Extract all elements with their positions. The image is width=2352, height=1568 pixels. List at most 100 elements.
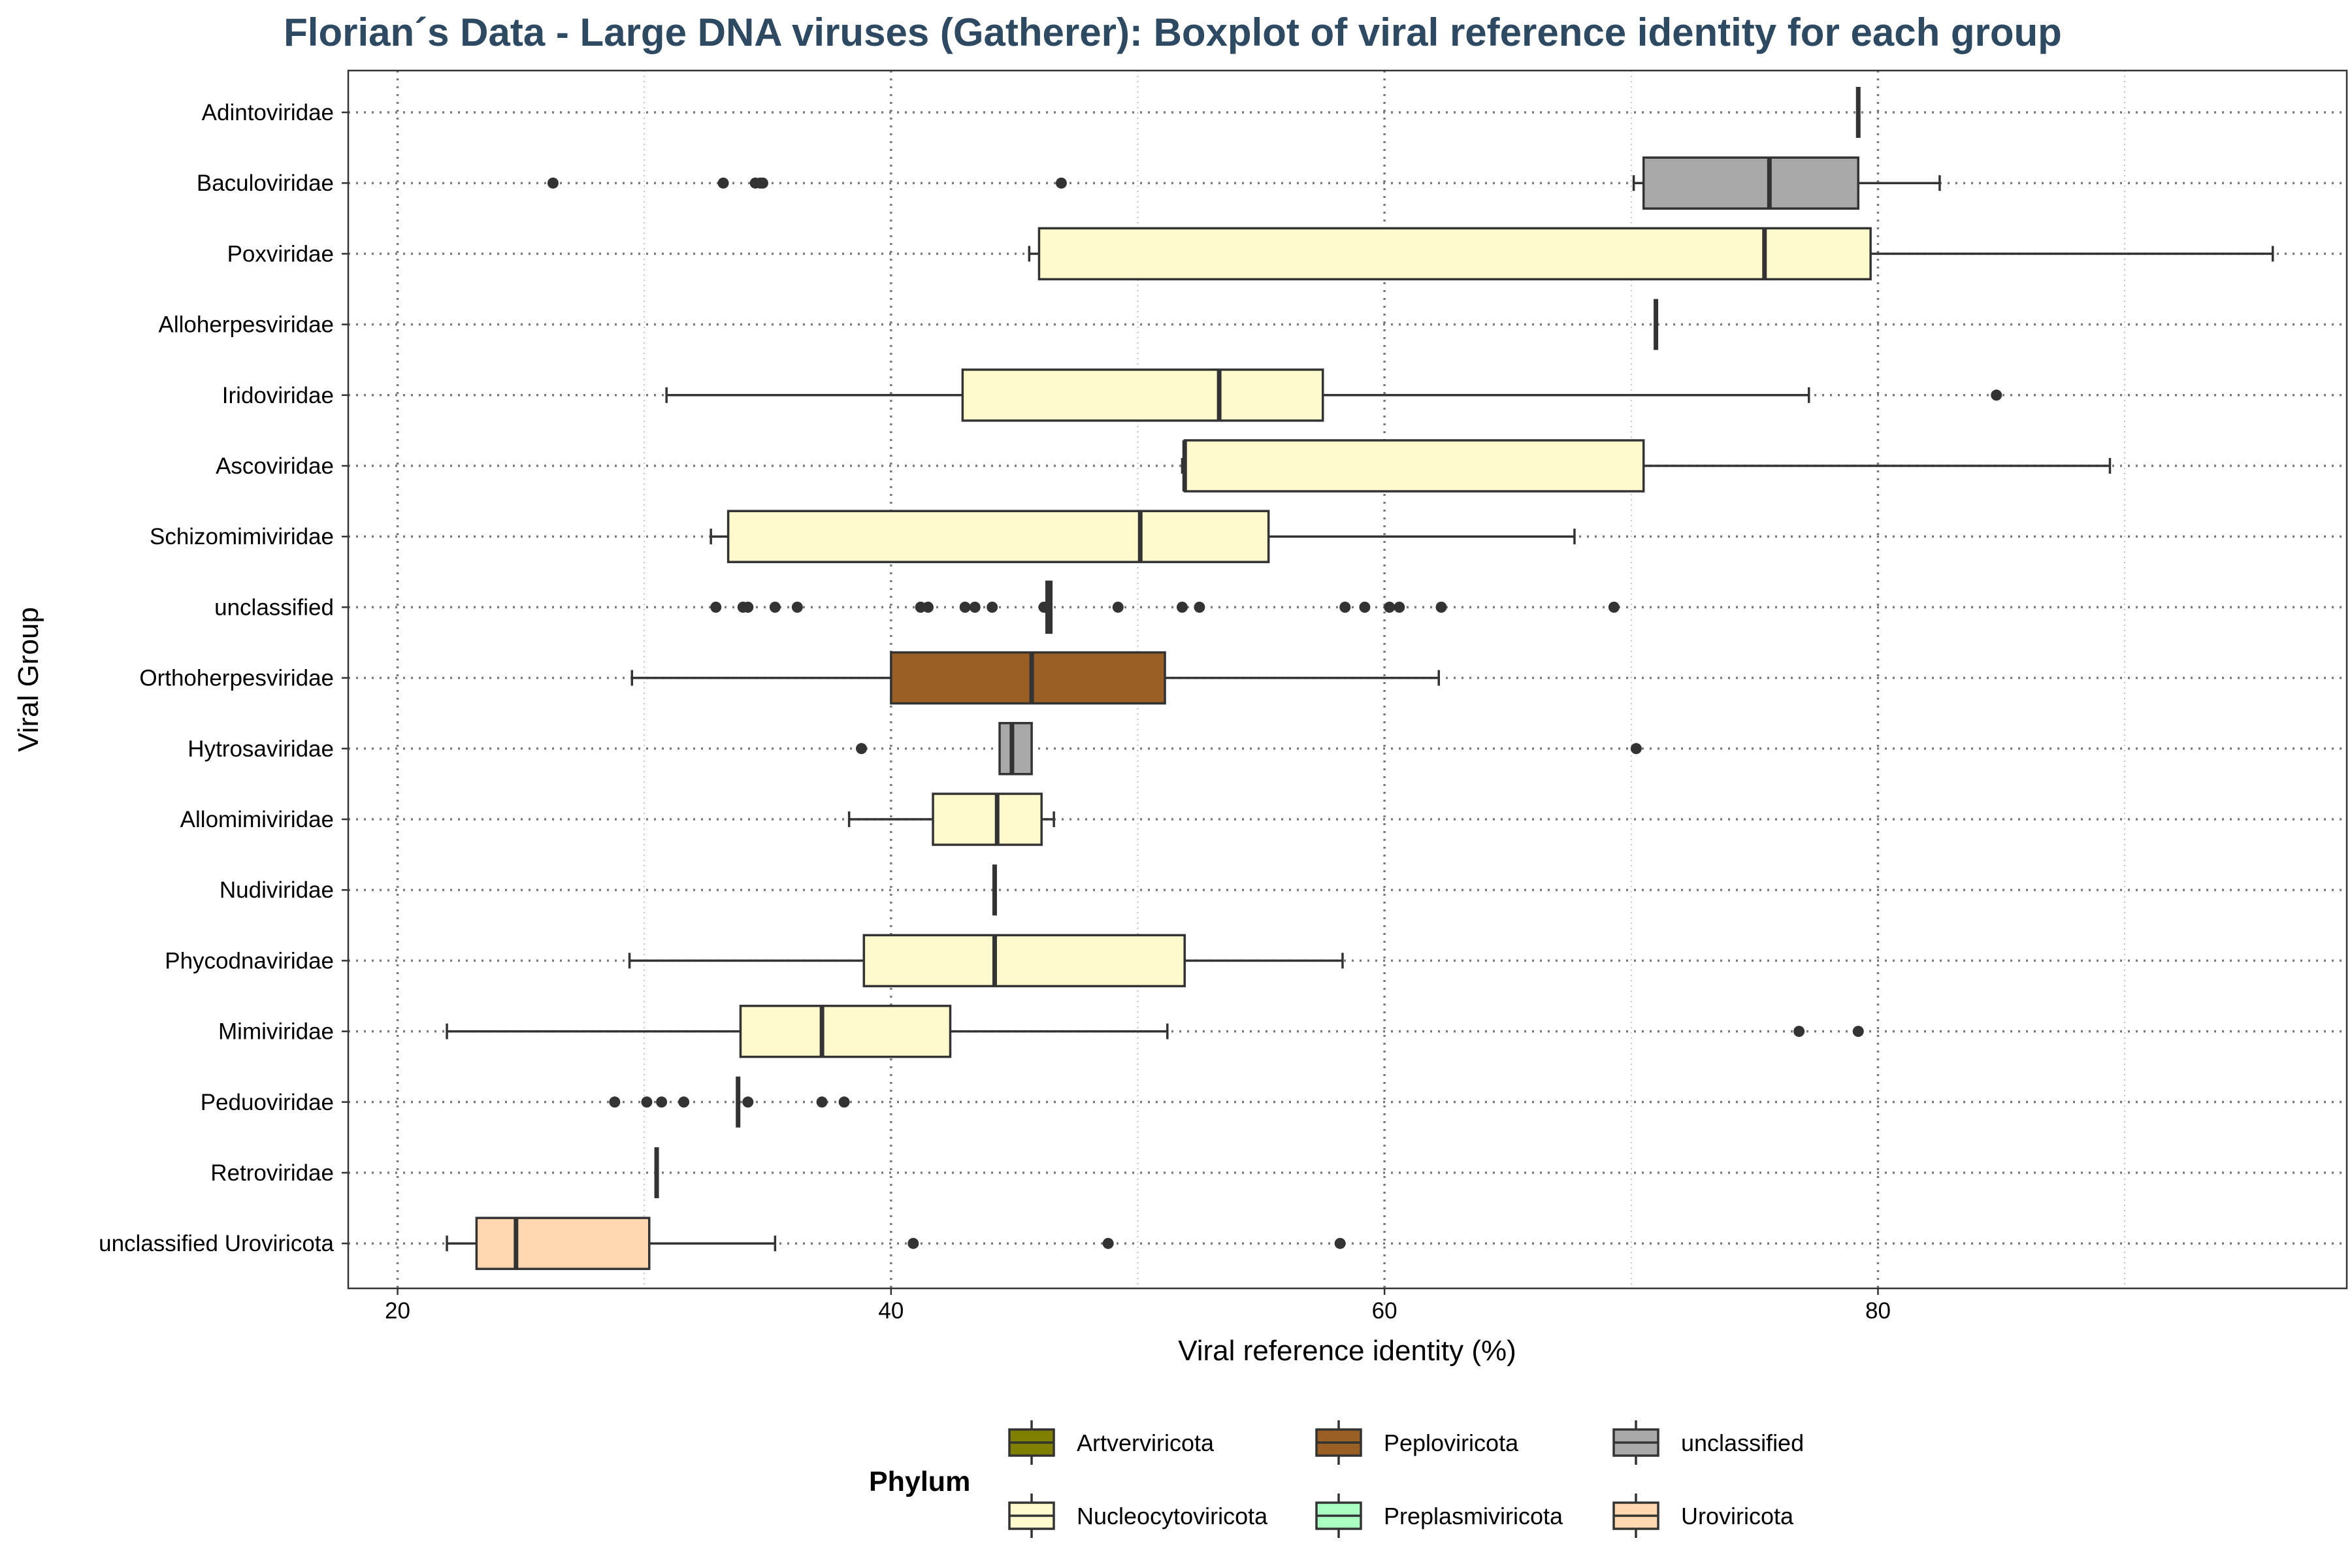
iqr-box: [961, 368, 1324, 422]
y-tick-label: Nudiviridae: [220, 877, 334, 903]
y-tick-label: unclassified: [214, 595, 334, 620]
legend-key: [1008, 1494, 1055, 1538]
box-group: [856, 722, 1642, 776]
outlier-point: [547, 177, 559, 189]
outlier-point: [1176, 601, 1188, 613]
outlier-point: [609, 1096, 621, 1108]
outlier-point: [742, 601, 754, 613]
outlier-point: [1359, 601, 1371, 613]
legend-label: Uroviricota: [1681, 1503, 1794, 1529]
outlier-point: [757, 177, 768, 189]
iqr-box: [998, 722, 1033, 776]
y-tick-label: Mimiviridae: [218, 1019, 334, 1045]
iqr-box: [1037, 227, 1872, 281]
y-tick-label: Peduoviridae: [201, 1090, 334, 1115]
iqr-box: [932, 792, 1043, 846]
x-axis-title: Viral reference identity (%): [1178, 1335, 1516, 1367]
iqr-box: [1642, 156, 1859, 210]
outlier-point: [710, 601, 722, 613]
outlier-point: [987, 601, 998, 613]
outlier-point: [1991, 389, 2002, 401]
y-tick-label: Hytrosaviridae: [188, 736, 334, 762]
iqr-box: [862, 934, 1186, 988]
legend-key: [1008, 1420, 1055, 1465]
outlier-point: [1339, 601, 1351, 613]
outlier-point: [641, 1096, 653, 1108]
outlier-point: [1852, 1026, 1864, 1037]
y-tick-label: Ascoviridae: [216, 453, 334, 479]
outlier-point: [717, 177, 729, 189]
y-tick-label: Phycodnaviridae: [165, 948, 334, 973]
legend-key: [1315, 1420, 1362, 1465]
legend-key: [1612, 1494, 1659, 1538]
outlier-point: [1608, 601, 1620, 613]
box-group: [630, 651, 1440, 705]
outlier-point: [959, 601, 971, 613]
iqr-box: [890, 651, 1166, 705]
outlier-point: [1630, 743, 1642, 755]
legend-label: Artverviricota: [1077, 1429, 1215, 1456]
legend-label: Preplasmiviricota: [1384, 1503, 1563, 1529]
chart-title: Florian´s Data - Large DNA viruses (Gath…: [284, 10, 2062, 54]
box-group: [1028, 227, 2274, 281]
outlier-point: [678, 1096, 690, 1108]
y-tick-label: Iridoviridae: [222, 383, 334, 408]
legend: Phylum Artverviricota Peploviricota unclas…: [869, 1420, 1804, 1538]
outlier-point: [816, 1096, 828, 1108]
y-tick-label: Schizomimiviridae: [150, 524, 334, 549]
outlier-point: [1334, 1237, 1346, 1249]
outlier-point: [1194, 601, 1205, 613]
legend-label: Peploviricota: [1384, 1429, 1519, 1456]
outlier-point: [969, 601, 981, 613]
box-group: [1181, 439, 2112, 493]
outlier-point: [907, 1237, 919, 1249]
y-tick-label: Alloherpesviridae: [159, 312, 334, 338]
legend-label: unclassified: [1681, 1429, 1804, 1456]
box-group: [609, 1076, 850, 1128]
outlier-point: [1793, 1026, 1805, 1037]
axis-layer: Adintoviridae Baculoviridae Poxviridae Allo…: [99, 100, 1891, 1324]
box-group: [665, 368, 2002, 422]
x-tick-label: 40: [878, 1298, 904, 1324]
outlier-point: [856, 743, 868, 755]
box-group: [446, 1004, 1864, 1058]
outlier-point: [769, 601, 781, 613]
box-group: [446, 1217, 1346, 1270]
box-group: [710, 510, 1576, 563]
y-tick-label: Adintoviridae: [202, 100, 334, 125]
outlier-point: [742, 1096, 754, 1108]
iqr-box: [1183, 439, 1645, 493]
outlier-point: [1435, 601, 1447, 613]
legend-key: [1612, 1420, 1659, 1465]
iqr-box: [475, 1217, 651, 1270]
y-tick-label: Poxviridae: [227, 241, 334, 267]
outlier-point: [1055, 177, 1067, 189]
y-tick-label: Orthoherpesviridae: [139, 666, 334, 691]
iqr-box: [739, 1004, 952, 1058]
outlier-point: [791, 601, 803, 613]
outlier-point: [1038, 601, 1050, 613]
y-tick-label: Baculoviridae: [197, 171, 334, 196]
box-layer: [446, 87, 2274, 1270]
outlier-point: [1384, 601, 1396, 613]
outlier-point: [838, 1096, 850, 1108]
outlier-point: [656, 1096, 668, 1108]
box-group: [628, 934, 1344, 988]
y-tick-label: unclassified Uroviricota: [99, 1231, 334, 1256]
outlier-point: [1394, 601, 1405, 613]
plot-panel-border: [347, 69, 2348, 1290]
box-group: [547, 156, 1941, 210]
y-tick-label: Allomimiviridae: [180, 807, 334, 832]
legend-key: [1315, 1494, 1362, 1538]
x-tick-label: 60: [1372, 1298, 1397, 1324]
legend-label: Nucleocytoviricota: [1077, 1503, 1268, 1529]
outlier-point: [922, 601, 934, 613]
grid-layer: [348, 71, 2347, 1288]
box-group: [710, 580, 1620, 634]
iqr-box: [727, 510, 1270, 563]
legend-title: Phylum: [869, 1466, 970, 1497]
y-axis-title: Viral Group: [12, 607, 44, 752]
x-tick-label: 20: [385, 1298, 410, 1324]
box-group: [847, 792, 1055, 846]
